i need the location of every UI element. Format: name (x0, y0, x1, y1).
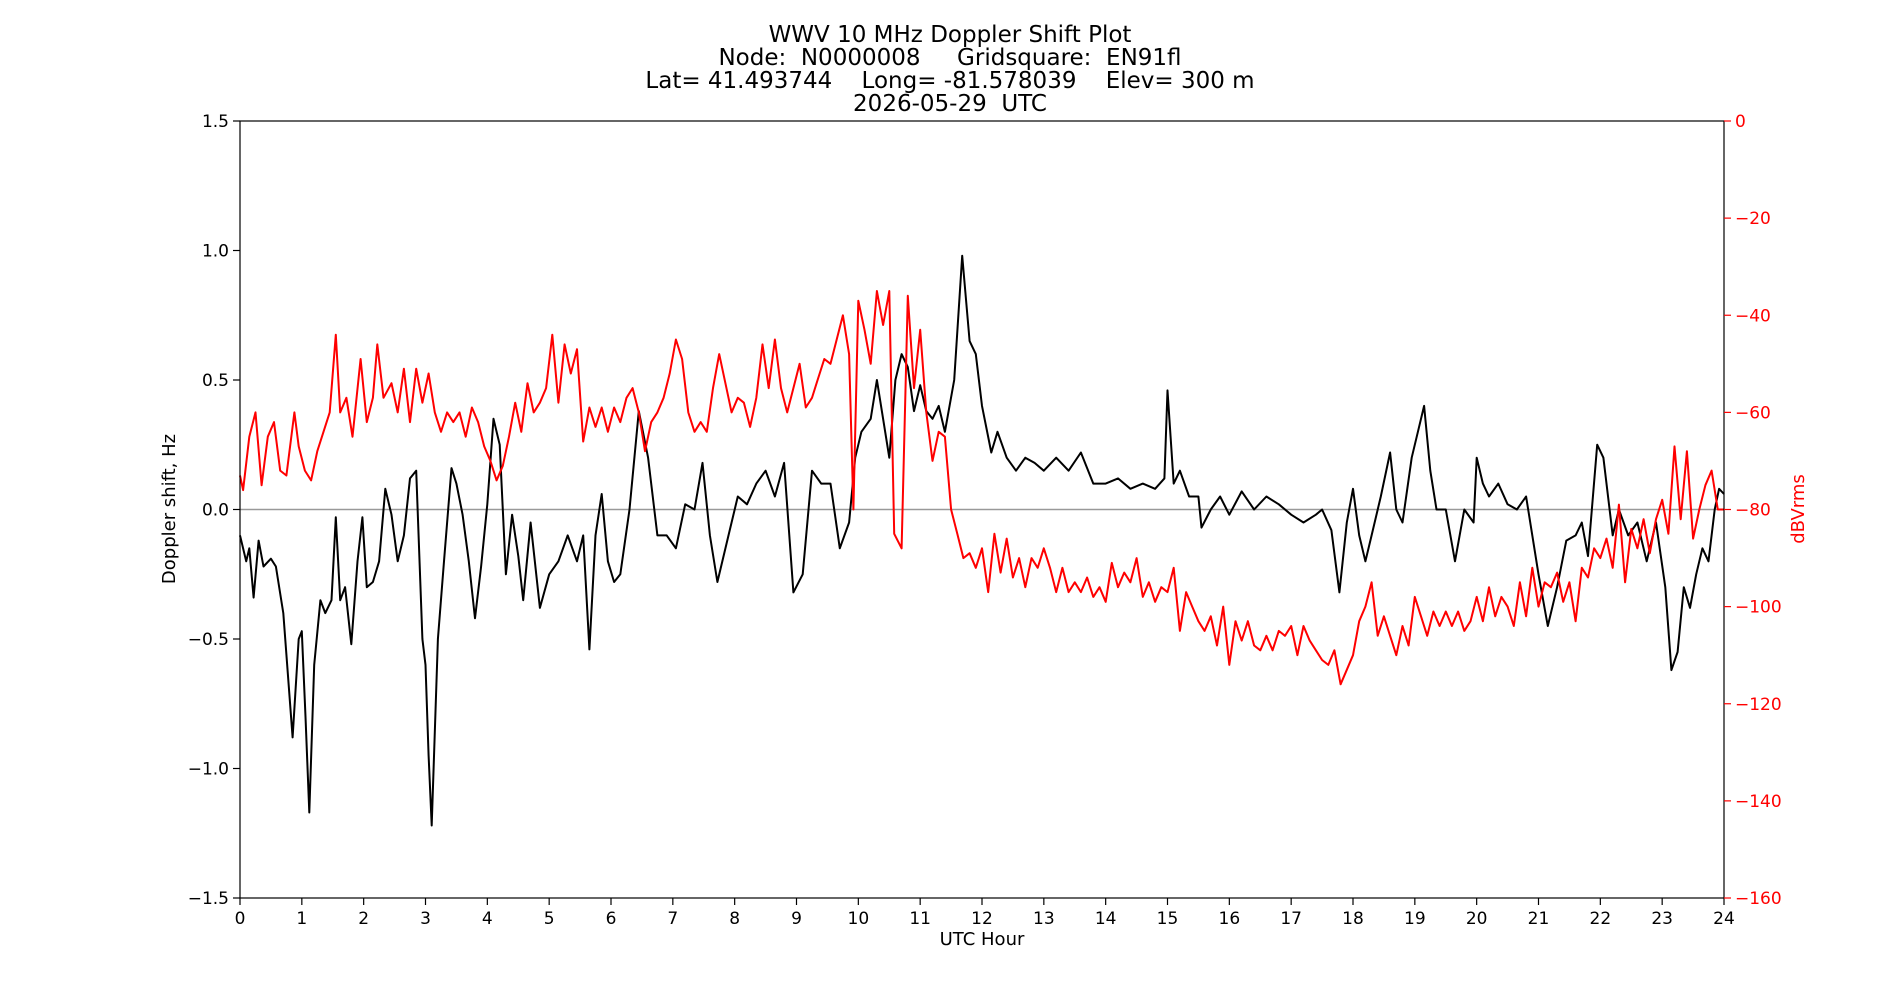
y-tick-label: −0.5 (188, 630, 229, 650)
y2-axis-label: dBVrms (1788, 474, 1809, 544)
x-tick-label: 4 (482, 909, 493, 929)
chart-title-line-2: Node: N0000008 Gridsquare: EN91fl (718, 45, 1182, 71)
x-tick-label: 23 (1651, 909, 1673, 929)
x-tick-label: 15 (1157, 909, 1179, 929)
series-power-line (239, 290, 1724, 686)
y2-tick-label: −100 (1735, 598, 1782, 618)
x-tick-label: 16 (1219, 909, 1241, 929)
series-doppler-line (239, 254, 1725, 827)
y2-tick-label: −120 (1735, 695, 1782, 715)
x-tick-label: 8 (729, 909, 740, 929)
x-tick-label: 9 (791, 909, 802, 929)
x-tick-label: 12 (971, 909, 993, 929)
y2-tick-label: 0 (1735, 112, 1746, 132)
x-tick-label: 10 (848, 909, 870, 929)
x-tick-label: 13 (1033, 909, 1055, 929)
y-tick-label: 0.0 (202, 501, 229, 521)
x-tick-label: 0 (235, 909, 246, 929)
x-axis-label: UTC Hour (940, 929, 1025, 950)
x-tick-label: 5 (544, 909, 555, 929)
y2-tick-label: −80 (1735, 501, 1771, 521)
x-tick-label: 19 (1404, 909, 1426, 929)
x-tick-label: 18 (1342, 909, 1364, 929)
x-tick-label: 14 (1095, 909, 1117, 929)
x-tick-label: 24 (1713, 909, 1735, 929)
y2-tick-label: −20 (1735, 209, 1771, 229)
y-tick-label: 1.5 (202, 112, 229, 132)
axis-layer: 0 1 2 3 4 5 6 7 8 9 10 11 12 13 14 15 16 17 18 19 20 21 22 23 24… (188, 112, 1782, 929)
x-tick-label: 21 (1528, 909, 1550, 929)
x-tick-label: 3 (420, 909, 431, 929)
chart-title-line-3: Lat= 41.493744 Long= -81.578039 Elev= 30… (645, 68, 1255, 94)
x-tick-label: 11 (909, 909, 931, 929)
x-tick-label: 2 (358, 909, 369, 929)
y2-tick-label: −160 (1735, 889, 1782, 909)
chart-title-line-1: WWV 10 MHz Doppler Shift Plot (768, 22, 1132, 48)
y2-tick-label: −140 (1735, 792, 1782, 812)
x-tick-label: 22 (1590, 909, 1612, 929)
y-tick-label: −1.0 (188, 760, 229, 780)
y-axis-label: Doppler shift, Hz (159, 434, 180, 584)
x-tick-label: 7 (667, 909, 678, 929)
y-tick-label: 0.5 (202, 371, 229, 391)
chart-title-line-4: 2026-05-29 UTC (853, 91, 1047, 117)
y2-tick-label: −40 (1735, 306, 1771, 326)
y2-tick-label: −60 (1735, 403, 1771, 423)
y-tick-label: 1.0 (202, 242, 229, 262)
x-tick-label: 20 (1466, 909, 1488, 929)
y-tick-label: −1.5 (188, 889, 229, 909)
x-tick-label: 6 (606, 909, 617, 929)
x-tick-label: 17 (1280, 909, 1302, 929)
x-tick-label: 1 (296, 909, 307, 929)
series-layer (239, 254, 1725, 827)
